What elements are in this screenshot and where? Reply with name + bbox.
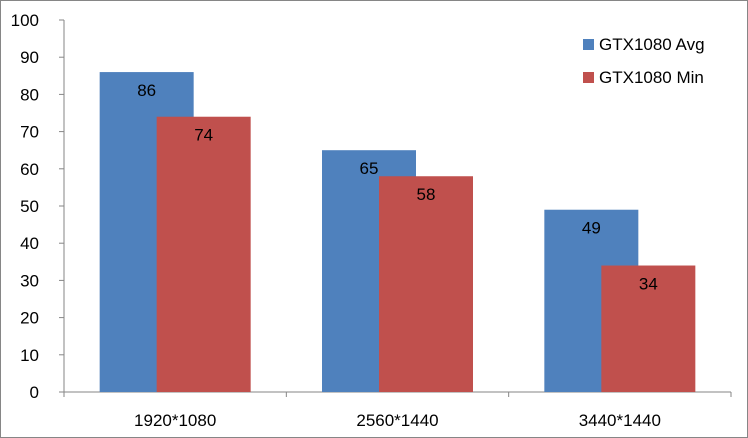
y-tick-label: 0 xyxy=(30,383,39,402)
bar-min xyxy=(156,116,251,392)
data-label: 65 xyxy=(360,159,379,178)
legend-label: GTX1080 Avg xyxy=(599,35,705,54)
y-tick-label: 20 xyxy=(20,309,39,328)
bar-min xyxy=(601,265,696,392)
x-category-label: 1920*1080 xyxy=(134,411,216,430)
x-category-label: 3440*1440 xyxy=(579,411,661,430)
legend-label: GTX1080 Min xyxy=(599,68,704,87)
y-tick-label: 70 xyxy=(20,123,39,142)
data-label: 74 xyxy=(194,126,213,145)
legend-swatch xyxy=(583,72,594,83)
y-tick-label: 90 xyxy=(20,48,39,67)
data-label: 49 xyxy=(582,219,601,238)
y-tick-label: 10 xyxy=(20,346,39,365)
y-tick-label: 60 xyxy=(20,160,39,179)
data-label: 86 xyxy=(137,81,156,100)
x-category-label: 2560*1440 xyxy=(356,411,438,430)
y-tick-label: 30 xyxy=(20,271,39,290)
y-tick-label: 40 xyxy=(20,234,39,253)
bar-min xyxy=(379,176,473,392)
x-axis-labels: 1920*1080 2560*1440 3440*1440 xyxy=(134,411,661,430)
y-tick-label: 50 xyxy=(20,197,39,216)
y-axis-ticks: 0 10 20 30 40 50 60 70 80 90 100 xyxy=(11,11,64,402)
y-tick-label: 80 xyxy=(20,85,39,104)
bars: 86 74 65 58 49 34 xyxy=(99,72,696,392)
legend: GTX1080 Avg GTX1080 Min xyxy=(583,35,705,87)
legend-swatch xyxy=(583,39,594,50)
y-tick-label: 100 xyxy=(11,11,39,30)
data-label: 58 xyxy=(417,185,436,204)
data-label: 34 xyxy=(639,275,658,294)
